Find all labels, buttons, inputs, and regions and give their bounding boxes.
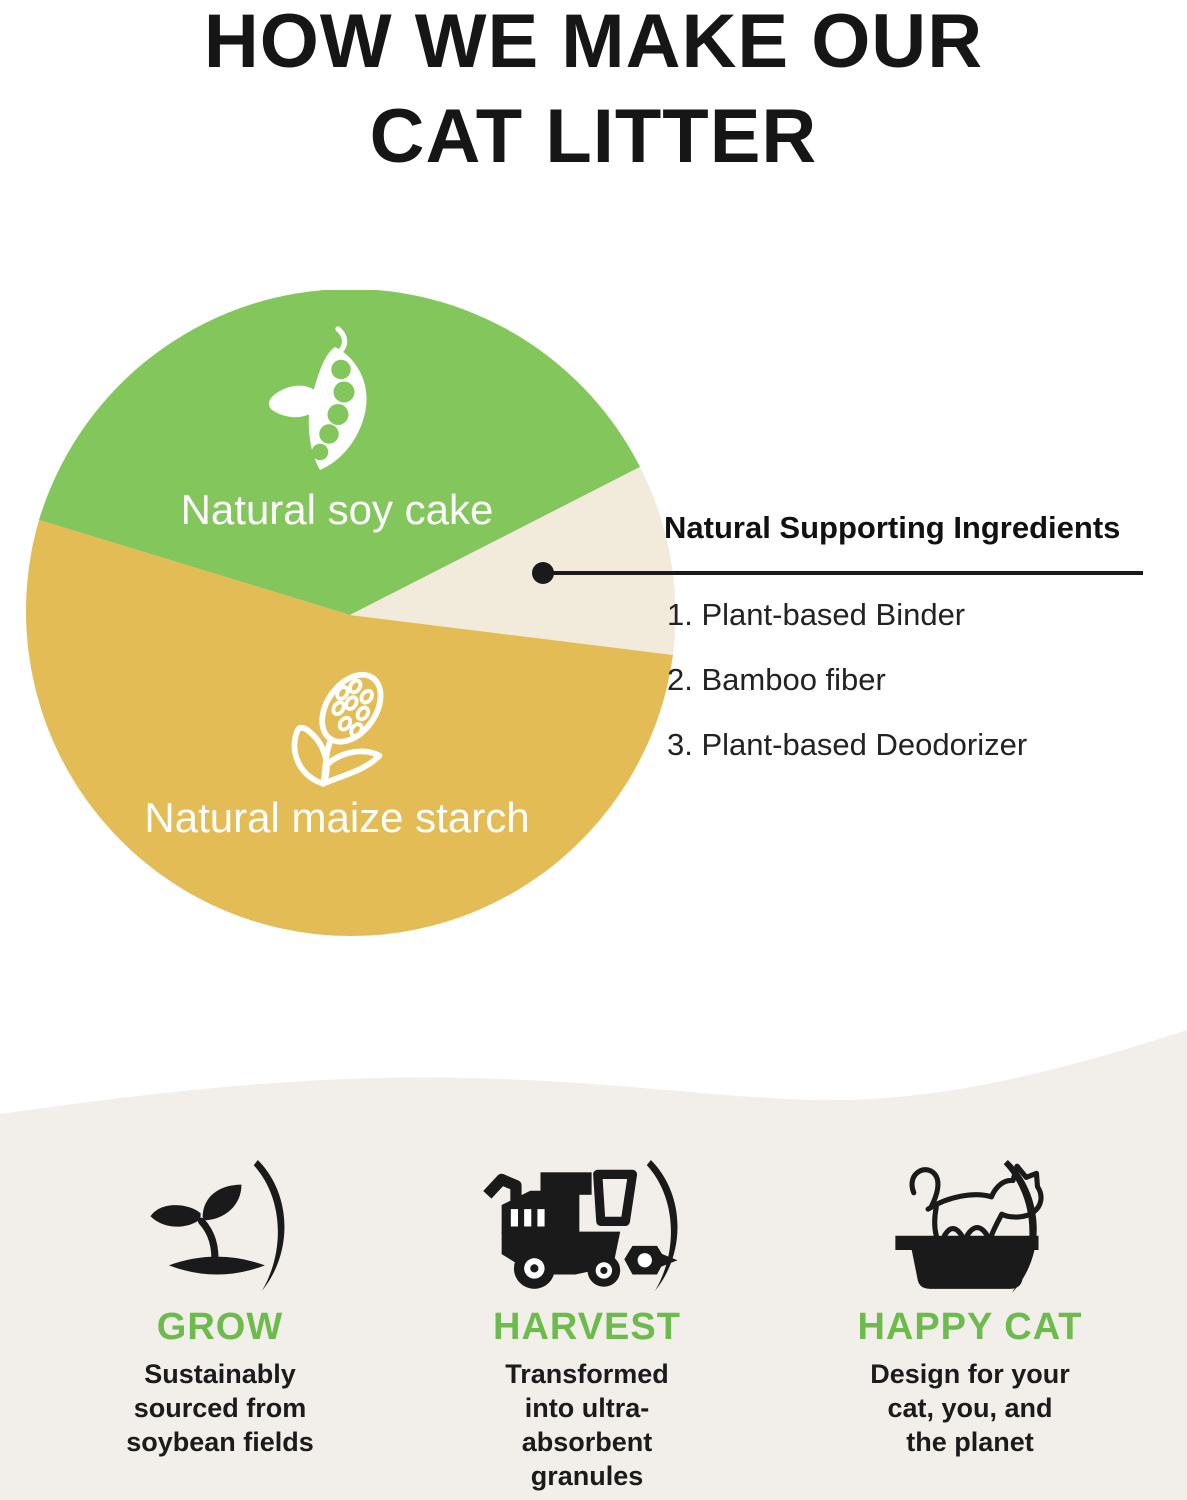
callout-item: 3. Plant-based Deodorizer xyxy=(667,727,1028,762)
callout-line xyxy=(543,571,1143,575)
callout-item: 1. Plant-based Binder xyxy=(667,597,966,632)
process-step-harvest: HARVEST Transformed into ultra- absorben… xyxy=(427,1158,747,1493)
cat-litter-box-icon xyxy=(881,1158,1059,1296)
step-description-harvest: Transformed into ultra- absorbent granul… xyxy=(505,1359,669,1491)
page-title-line2: CAT LITTER xyxy=(369,94,818,179)
step-title-harvest: HARVEST xyxy=(493,1306,681,1348)
callout-item: 2. Bamboo fiber xyxy=(667,662,886,697)
pie-label-soy: Natural soy cake xyxy=(180,486,494,533)
corn-kernels xyxy=(331,678,374,738)
step-title-grow: GROW xyxy=(156,1306,284,1348)
soybean-pod-icon xyxy=(268,326,367,470)
step-description-happy-cat: Design for your cat, you, and the planet xyxy=(870,1359,1070,1457)
page-title-line1: HOW WE MAKE OUR xyxy=(203,0,984,84)
step-description-grow: Sustainably sourced from soybean fields xyxy=(126,1359,314,1457)
callout-heading: Natural Supporting Ingredients xyxy=(664,510,1121,545)
page-title: HOW WE MAKE OUR CAT LITTER xyxy=(0,0,1187,184)
process-step-grow: GROW Sustainably sourced from soybean fi… xyxy=(60,1158,380,1459)
soybean-pod-beans xyxy=(311,359,355,461)
pie-chart: Natural soy cake Natural maize starch Na… xyxy=(25,290,1143,937)
corn-cob-icon xyxy=(291,671,384,787)
pie-label-maize: Natural maize starch xyxy=(144,794,530,841)
process-step-happy-cat: HAPPY CAT Design for your cat, you, and … xyxy=(810,1158,1130,1459)
harvester-icon xyxy=(474,1158,700,1296)
pie-slice-supporting xyxy=(350,467,675,655)
sprout-icon xyxy=(141,1158,299,1296)
step-title-happy-cat: HAPPY CAT xyxy=(857,1306,1083,1348)
